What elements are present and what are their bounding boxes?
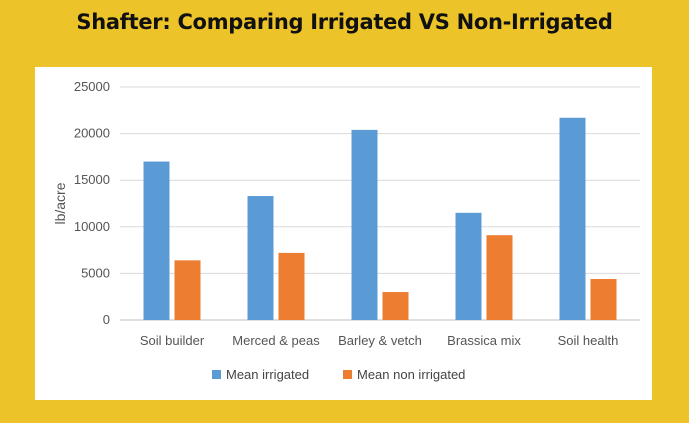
legend-swatch [212,370,221,379]
bar-non-irrigated [382,292,409,320]
x-tick-label: Soil health [558,333,619,348]
bar-irrigated [455,212,482,320]
x-tick-label: Brassica mix [447,333,521,348]
bar-irrigated [247,196,274,320]
bar-non-irrigated [486,235,513,320]
bar-irrigated [351,129,378,320]
bars [143,117,617,320]
y-tick-labels: 0 5000 10000 15000 20000 25000 [74,79,110,327]
bar-non-irrigated [174,260,201,320]
y-tick-label: 0 [103,312,110,327]
y-tick-label: 25000 [74,79,110,94]
legend-swatch [343,370,352,379]
legend-label: Mean irrigated [226,367,309,382]
y-tick-label: 20000 [74,126,110,141]
legend: Mean irrigated Mean non irrigated [212,367,465,382]
x-tick-labels: Soil builder Merced & peas Barley & vetch B… [140,333,619,348]
y-tick-label: 15000 [74,172,110,187]
bar-non-irrigated [278,252,305,320]
y-tick-label: 10000 [74,219,110,234]
gridlines [120,86,640,321]
bar-non-irrigated [590,278,617,320]
bar-irrigated [559,117,586,320]
x-tick-label: Soil builder [140,333,205,348]
y-tick-label: 5000 [81,265,110,280]
legend-label: Mean non irrigated [357,367,465,382]
chart-title: Shafter: Comparing Irrigated VS Non-Irri… [76,10,613,34]
bar-irrigated [143,161,170,320]
x-tick-label: Merced & peas [232,333,320,348]
y-axis-label: lb/acre [52,182,68,224]
x-tick-label: Barley & vetch [338,333,422,348]
chart-panel [35,67,652,400]
